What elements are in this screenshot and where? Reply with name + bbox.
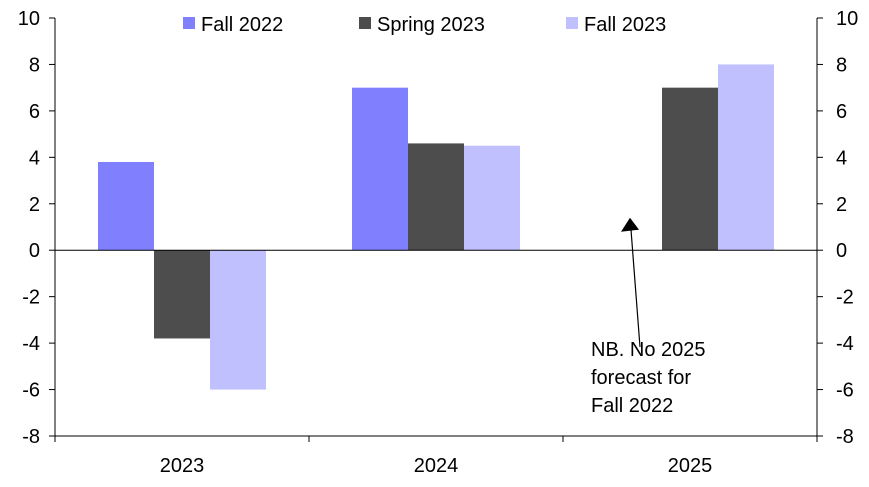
y-tick-label-right: 2 — [836, 194, 847, 216]
bar-fall-2023-2024 — [464, 145, 520, 251]
legend-label: Spring 2023 — [377, 14, 485, 36]
legend: Fall 2022 Spring 2023 Fall 2023 — [183, 14, 666, 36]
y-tick-label-right: -6 — [836, 380, 854, 402]
annotation-text-line: forecast for — [591, 367, 691, 389]
annotation-text-line: NB. No 2025 — [591, 339, 706, 361]
y-tick-label-right: 4 — [836, 147, 847, 169]
bars-layer — [98, 64, 774, 390]
y-tick-label-left: 6 — [29, 101, 40, 123]
bar-spring-2023-2023 — [154, 250, 210, 339]
bar-fall-2023-2025 — [718, 64, 774, 251]
legend-label: Fall 2023 — [584, 14, 666, 36]
y-tick-label-left: 4 — [29, 147, 40, 169]
annotation-arrow-line — [630, 229, 641, 348]
bar-spring-2023-2024 — [408, 143, 464, 251]
y-tick-label-left: -2 — [22, 287, 40, 309]
y-tick-label-left: -6 — [22, 380, 40, 402]
y-tick-label-right: 0 — [836, 240, 847, 262]
y-tick-label-right: -2 — [836, 287, 854, 309]
legend-swatch-2 — [566, 17, 578, 29]
y-tick-label-right: 10 — [836, 8, 858, 30]
legend-label: Fall 2022 — [201, 14, 283, 36]
x-tick-label: 2025 — [668, 455, 713, 477]
y-tick-label-right: -4 — [836, 333, 854, 355]
y-tick-label-right: 8 — [836, 54, 847, 76]
y-tick-label-left: 8 — [29, 54, 40, 76]
bar-fall-2022-2023 — [98, 161, 154, 251]
legend-swatch-1 — [359, 17, 371, 29]
y-tick-label-left: -4 — [22, 333, 40, 355]
bar-fall-2023-2023 — [210, 250, 266, 390]
x-tick-label: 2024 — [414, 455, 459, 477]
annotation-text-line: Fall 2022 — [591, 395, 673, 417]
x-tick-label: 2023 — [160, 455, 205, 477]
axes-layer: 2023 2024 2025 -8 -6 -4 -2 0 2 4 6 8 10 -8 -6 -4 -2 0 2 4 6 8… — [18, 8, 859, 477]
annotation-arrowhead-icon — [621, 217, 639, 232]
y-tick-label-left: 2 — [29, 194, 40, 216]
y-tick-label-left: -8 — [22, 426, 40, 448]
legend-swatch-0 — [183, 17, 195, 29]
bar-fall-2022-2024 — [352, 87, 408, 251]
annotation: NB. No 2025 forecast for Fall 2022 — [591, 217, 706, 417]
y-tick-label-right: 6 — [836, 101, 847, 123]
y-tick-label-right: -8 — [836, 426, 854, 448]
y-tick-label-left: 10 — [18, 8, 40, 30]
y-tick-label-left: 0 — [29, 240, 40, 262]
bar-spring-2023-2025 — [662, 87, 718, 251]
